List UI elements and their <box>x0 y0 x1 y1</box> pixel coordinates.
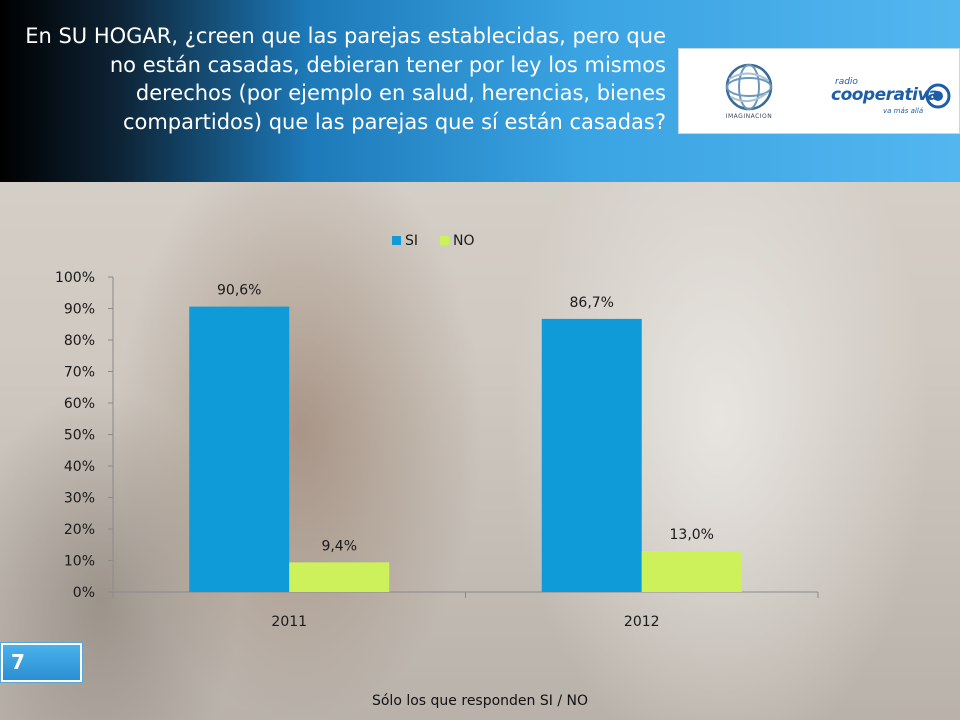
y-tick-label: 70% <box>64 365 95 381</box>
y-tick-label: 100% <box>55 270 95 286</box>
y-tick-label: 50% <box>64 428 95 444</box>
footnote: Sólo los que responden SI / NO <box>371 693 588 709</box>
data-label: 9,4% <box>321 538 357 554</box>
y-tick-label: 60% <box>64 396 95 412</box>
y-tick-label: 90% <box>64 302 95 318</box>
imaginacion-logo-text: IMAGINACION <box>725 113 773 120</box>
y-tick-label: 80% <box>64 333 95 349</box>
bar-no <box>641 551 742 592</box>
y-tick-label: 40% <box>64 459 95 475</box>
y-tick-label: 20% <box>64 522 95 538</box>
legend-swatch <box>392 236 401 245</box>
data-label: 90,6% <box>217 283 261 299</box>
bar-si <box>541 318 642 592</box>
x-tick-label: 2012 <box>624 614 660 630</box>
question-title: En SU HOGAR, ¿creen que las parejas esta… <box>25 24 666 134</box>
y-tick-label: 10% <box>64 554 95 570</box>
data-label: 86,7% <box>570 295 614 311</box>
cooperativa-tagline: va más allá <box>883 107 924 115</box>
header-banner: En SU HOGAR, ¿creen que las parejas esta… <box>0 0 960 182</box>
page-number-badge: 7 <box>1 643 82 682</box>
cooperativa-main-text: cooperativa <box>831 85 940 105</box>
bar-no <box>289 562 390 592</box>
data-label: 13,0% <box>670 527 714 543</box>
logo-panel: IMAGINACION radio cooperativa va más all… <box>678 48 960 134</box>
x-tick-label: 2011 <box>271 614 307 630</box>
page-number: 7 <box>11 650 25 674</box>
cooperativa-logo: radio cooperativa va más allá <box>829 77 953 117</box>
bar-si <box>189 306 290 592</box>
legend-label: SI <box>405 233 418 249</box>
y-tick-label: 0% <box>73 585 95 601</box>
wave-icon <box>925 83 951 109</box>
legend-swatch <box>440 236 449 245</box>
globe-icon <box>725 63 773 111</box>
legend-label: NO <box>453 233 475 249</box>
y-tick-label: 30% <box>64 491 95 507</box>
cooperativa-radio-text: radio <box>835 77 858 87</box>
